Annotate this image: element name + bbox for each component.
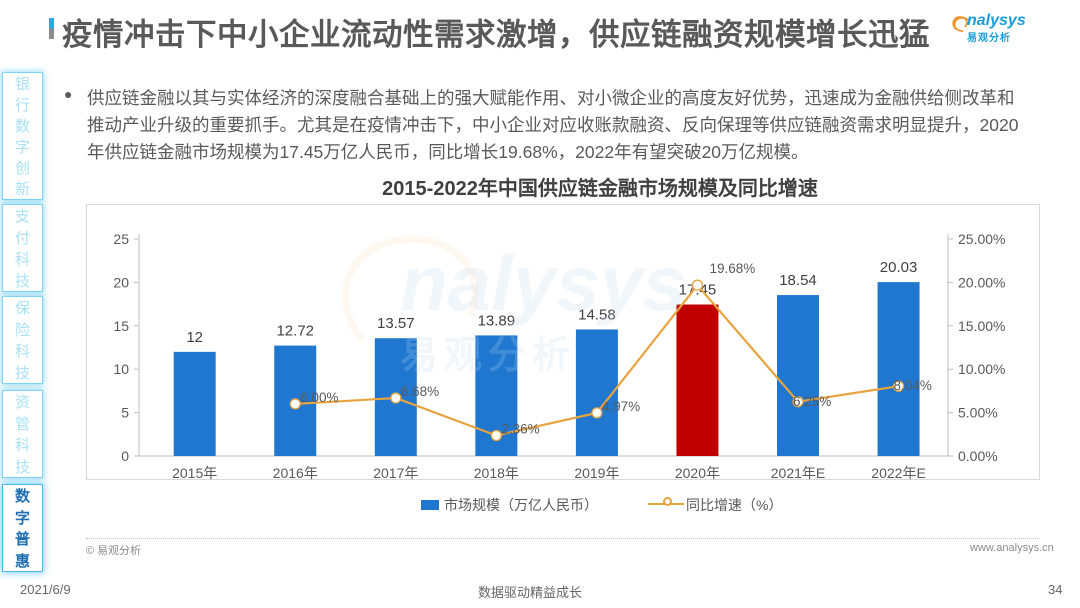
- svg-text:易观分析: 易观分析: [400, 335, 576, 377]
- svg-text:nalysys: nalysys: [400, 239, 686, 327]
